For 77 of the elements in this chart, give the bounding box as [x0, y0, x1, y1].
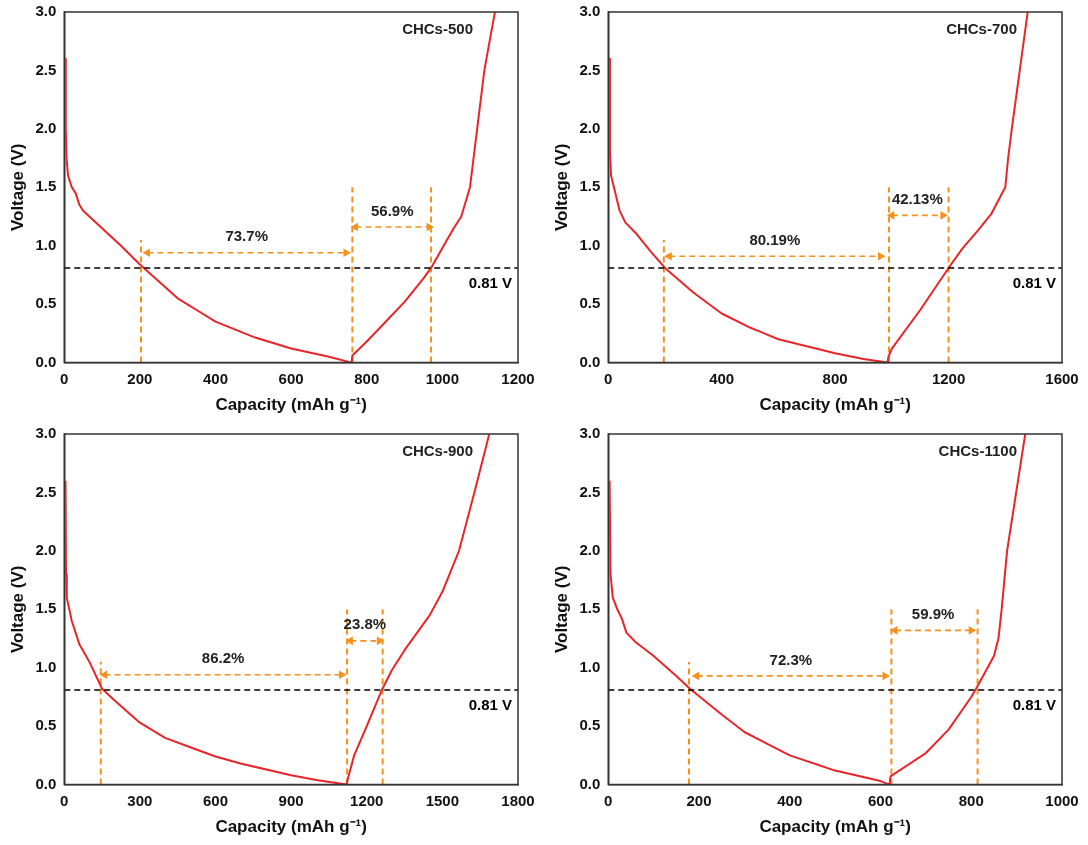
- x-axis-title: Capacity (mAh g⁻¹): [215, 817, 367, 837]
- y-tick-label: 3.0: [35, 424, 57, 442]
- y-tick-label: 1.0: [579, 657, 601, 675]
- x-axis-title: Capacity (mAh g⁻¹): [215, 395, 367, 415]
- x-tick-label: 1600: [1045, 369, 1079, 387]
- ref-line-label: 0.81 V: [468, 273, 512, 291]
- y-tick-label: 1.0: [35, 657, 57, 675]
- annotation: CHCs-500: [402, 19, 473, 37]
- y-tick-label: 1.0: [579, 235, 601, 253]
- ref-line-label: 0.81 V: [1012, 273, 1056, 291]
- y-tick-label: 2.5: [35, 60, 57, 78]
- x-tick-label: 1200: [931, 369, 966, 387]
- x-axis-title: Capacity (mAh g⁻¹): [759, 395, 911, 415]
- x-tick-label: 400: [202, 369, 229, 387]
- y-axis-title: Voltage (V): [551, 143, 571, 232]
- y-tick-label: 1.5: [579, 177, 601, 195]
- x-tick-label: 600: [867, 791, 894, 809]
- y-tick-label: 0.0: [579, 774, 601, 792]
- y-tick-label: 0.5: [35, 294, 57, 312]
- x-tick-label: 1000: [425, 369, 460, 387]
- annotation: CHCs-1100: [938, 441, 1017, 459]
- x-tick-label: 0: [604, 369, 613, 387]
- y-axis-title: Voltage (V): [7, 565, 27, 654]
- y-tick-label: 2.0: [35, 541, 57, 559]
- x-tick-label: 200: [127, 369, 153, 387]
- annotation: CHCs-700: [946, 19, 1017, 37]
- x-tick-label: 1200: [350, 791, 384, 809]
- x-tick-label: 800: [822, 369, 848, 387]
- ref-line-label: 0.81 V: [1012, 695, 1056, 713]
- ref-line-label: 0.81 V: [468, 695, 512, 713]
- y-tick-label: 0.0: [579, 352, 601, 370]
- y-axis-title: Voltage (V): [551, 565, 571, 654]
- y-tick-label: 3.0: [579, 424, 601, 442]
- y-tick-label: 1.5: [579, 599, 601, 617]
- x-tick-label: 800: [958, 791, 984, 809]
- y-tick-label: 2.0: [579, 119, 601, 137]
- x-tick-label: 900: [278, 791, 304, 809]
- annotation: 42.13%: [891, 189, 943, 207]
- x-tick-label: 400: [709, 369, 735, 387]
- y-tick-label: 0.0: [35, 352, 57, 370]
- y-tick-label: 3.0: [579, 2, 601, 20]
- y-tick-label: 3.0: [35, 2, 57, 20]
- annotation: CHCs-900: [402, 441, 473, 459]
- y-tick-label: 0.5: [35, 716, 57, 734]
- x-tick-label: 0: [60, 369, 69, 387]
- annotation: 56.9%: [371, 201, 414, 219]
- y-tick-label: 1.0: [35, 235, 57, 253]
- y-tick-label: 2.5: [35, 482, 57, 500]
- x-tick-label: 1500: [425, 791, 460, 809]
- y-tick-label: 1.5: [35, 177, 57, 195]
- x-tick-label: 200: [686, 791, 712, 809]
- y-tick-label: 2.0: [35, 119, 57, 137]
- x-tick-label: 800: [354, 369, 380, 387]
- y-tick-label: 0.0: [35, 774, 57, 792]
- y-tick-label: 2.0: [579, 541, 601, 559]
- x-tick-label: 600: [278, 369, 304, 387]
- annotation: 80.19%: [749, 230, 801, 248]
- x-tick-label: 1800: [501, 791, 535, 809]
- x-axis-title: Capacity (mAh g⁻¹): [759, 817, 911, 837]
- annotation: 23.8%: [343, 615, 387, 633]
- x-tick-label: 300: [127, 791, 153, 809]
- annotation: 73.7%: [225, 227, 268, 245]
- x-tick-label: 1000: [1045, 791, 1079, 809]
- x-tick-label: 1200: [501, 369, 535, 387]
- annotation: 72.3%: [769, 650, 813, 668]
- annotation: 59.9%: [911, 604, 955, 622]
- y-tick-label: 2.5: [579, 482, 601, 500]
- x-tick-label: 600: [202, 791, 229, 809]
- x-tick-label: 400: [777, 791, 803, 809]
- y-axis-title: Voltage (V): [7, 143, 27, 232]
- annotation: 86.2%: [201, 649, 245, 667]
- x-tick-label: 0: [604, 791, 613, 809]
- y-tick-label: 2.5: [579, 60, 601, 78]
- x-tick-label: 0: [60, 791, 69, 809]
- y-tick-label: 0.5: [579, 716, 601, 734]
- y-tick-label: 1.5: [35, 599, 57, 617]
- y-tick-label: 0.5: [579, 294, 601, 312]
